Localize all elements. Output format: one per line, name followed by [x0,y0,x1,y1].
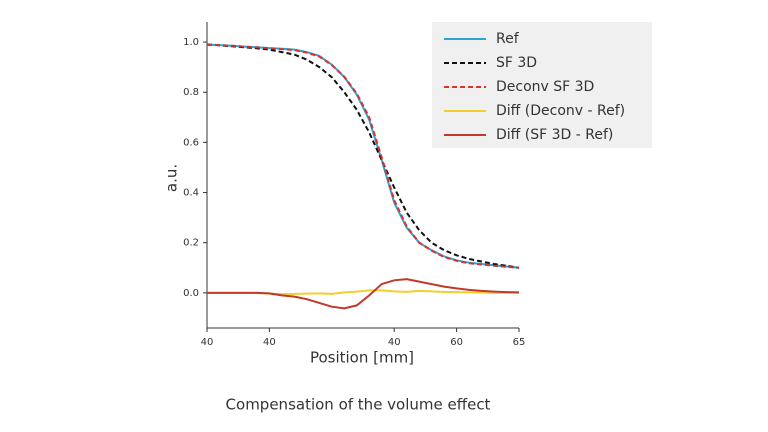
y-tick-label: 0.6 [183,137,199,148]
y-tick-label: 0.0 [183,288,199,299]
series-line [207,278,520,310]
x-tick-label: 40 [263,337,276,348]
y-tick-label: 0.8 [183,87,199,98]
x-tick-label: 65 [513,337,526,348]
y-tick-label: 1.0 [183,37,199,48]
legend-label: Diff (SF 3D - Ref) [496,127,613,143]
legend-label: Diff (Deconv - Ref) [496,103,625,119]
x-tick-label: 40 [388,337,401,348]
y-tick-label: 0.4 [183,188,199,199]
x-tick-label: 40 [201,337,214,348]
caption: Compensation of the volume effect [226,396,491,414]
y-tick-label: 0.2 [183,238,199,249]
x-tick-label: 60 [450,337,463,348]
series-line [206,43,520,269]
series-line [206,43,520,269]
legend-label: SF 3D [496,55,537,71]
x-axis-label: Position [mm] [310,349,414,367]
legend-box [432,22,652,148]
legend-label: Ref [496,31,520,47]
legend-label: Deconv SF 3D [496,79,594,95]
y-axis-label: a.u. [163,164,181,192]
